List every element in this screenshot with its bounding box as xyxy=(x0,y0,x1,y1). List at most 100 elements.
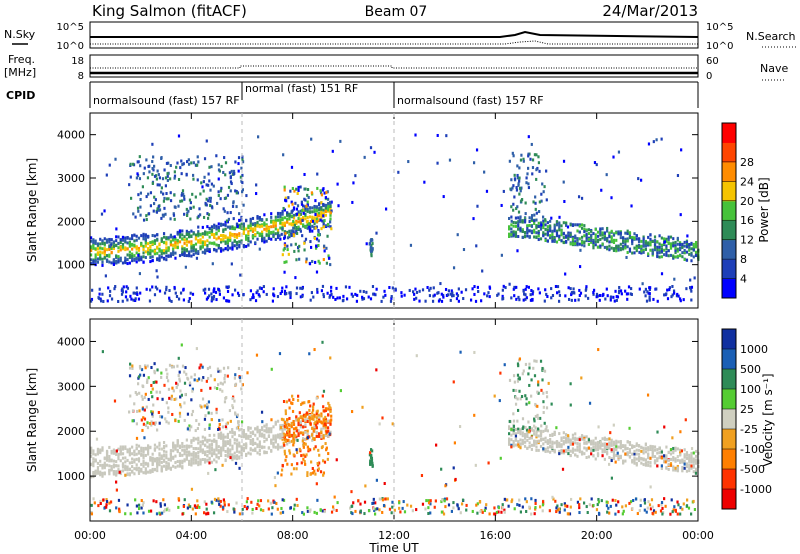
heatmap-cell xyxy=(296,504,299,508)
heatmap-cell xyxy=(103,209,106,213)
heatmap-cell xyxy=(280,417,284,421)
heatmap-cell xyxy=(172,213,176,217)
heatmap-cell xyxy=(532,200,535,204)
heatmap-cell xyxy=(282,153,285,157)
heatmap-cell xyxy=(217,225,220,229)
heatmap-cell xyxy=(666,288,669,292)
heatmap-cell xyxy=(585,447,588,451)
heatmap-cell xyxy=(187,162,191,166)
heatmap-cell xyxy=(535,226,538,230)
heatmap-cell xyxy=(224,435,227,439)
heatmap-cell xyxy=(131,254,134,258)
heatmap-cell xyxy=(165,460,168,464)
heatmap-cell xyxy=(534,207,537,211)
heatmap-cell xyxy=(213,451,216,455)
heatmap-cell xyxy=(151,414,154,418)
heatmap-cell xyxy=(293,249,296,253)
heatmap-cell xyxy=(151,167,154,171)
heatmap-cell xyxy=(533,429,536,433)
heatmap-cell xyxy=(520,395,524,399)
heatmap-cell xyxy=(256,444,259,448)
heatmap-cell xyxy=(286,236,290,240)
heatmap-cell xyxy=(510,223,513,227)
heatmap-cell xyxy=(249,217,252,221)
heatmap-cell xyxy=(605,504,609,508)
heatmap-cell xyxy=(281,437,284,441)
heatmap-cell xyxy=(140,449,143,453)
heatmap-cell xyxy=(179,389,182,393)
heatmap-cell xyxy=(178,240,182,244)
heatmap-cell xyxy=(129,512,132,516)
heatmap-cell xyxy=(571,436,575,440)
heatmap-cell xyxy=(692,245,695,249)
heatmap-cell xyxy=(238,223,241,227)
heatmap-cell xyxy=(284,438,287,442)
heatmap-cell xyxy=(528,220,531,224)
heatmap-cell xyxy=(143,417,147,421)
heatmap-cell xyxy=(115,254,118,258)
heatmap-cell xyxy=(345,297,349,301)
heatmap-cell xyxy=(619,442,622,446)
heatmap-cell xyxy=(177,134,181,138)
heatmap-cell xyxy=(533,153,537,157)
heatmap-cell xyxy=(651,248,654,252)
heatmap-cell xyxy=(669,242,673,246)
heatmap-cell xyxy=(166,174,169,178)
heatmap-cell xyxy=(303,241,306,245)
heatmap-cell xyxy=(319,191,323,195)
heatmap-cell xyxy=(267,507,270,511)
heatmap-cell xyxy=(574,234,577,238)
heatmap-cell xyxy=(512,412,515,416)
heatmap-cell xyxy=(152,155,155,159)
heatmap-cell xyxy=(105,451,109,455)
heatmap-cell xyxy=(194,429,197,433)
heatmap-cell xyxy=(258,233,261,237)
heatmap-cell xyxy=(522,157,525,161)
heatmap-cell xyxy=(297,417,301,421)
heatmap-cell xyxy=(169,466,172,470)
heatmap-cell xyxy=(139,164,142,168)
heatmap-cell xyxy=(115,259,118,263)
heatmap-cell xyxy=(326,190,329,194)
heatmap-cell xyxy=(576,438,579,442)
heatmap-cell xyxy=(115,472,118,476)
heatmap-cell xyxy=(254,232,257,236)
heatmap-cell xyxy=(115,235,118,239)
heatmap-cell xyxy=(213,287,216,291)
heatmap-cell xyxy=(443,497,447,501)
heatmap-cell xyxy=(565,440,568,444)
heatmap-cell xyxy=(354,509,357,513)
heatmap-cell xyxy=(185,372,188,376)
heatmap-cell xyxy=(176,239,179,243)
heatmap-cell xyxy=(522,369,525,373)
heatmap-cell xyxy=(284,409,287,413)
heatmap-cell xyxy=(137,382,140,386)
heatmap-cell xyxy=(181,237,184,241)
heatmap-cell xyxy=(519,510,523,514)
heatmap-cell xyxy=(635,237,638,241)
heatmap-cell xyxy=(117,259,120,263)
heatmap-cell xyxy=(141,503,144,507)
heatmap-cell xyxy=(94,470,97,474)
heatmap-cell xyxy=(233,456,236,460)
heatmap-cell xyxy=(610,196,613,200)
heatmap-cell xyxy=(230,262,233,266)
heatmap-cell xyxy=(208,365,212,369)
heatmap-cell xyxy=(663,456,666,460)
heatmap-cell xyxy=(245,234,248,238)
heatmap-cell xyxy=(204,248,207,252)
heatmap-cell xyxy=(523,230,527,234)
heatmap-cell xyxy=(508,216,511,220)
heatmap-cell xyxy=(213,497,217,501)
heatmap-cell xyxy=(231,428,234,432)
heatmap-cell xyxy=(665,456,668,460)
heatmap-cell xyxy=(512,230,515,234)
heatmap-cell xyxy=(576,242,579,246)
heatmap-cell xyxy=(203,500,206,504)
heatmap-cell xyxy=(94,239,97,243)
heatmap-cell xyxy=(143,166,146,170)
heatmap-cell xyxy=(510,433,513,437)
heatmap-cell xyxy=(223,373,227,377)
heatmap-cell xyxy=(669,235,673,239)
heatmap-cell xyxy=(564,294,567,298)
